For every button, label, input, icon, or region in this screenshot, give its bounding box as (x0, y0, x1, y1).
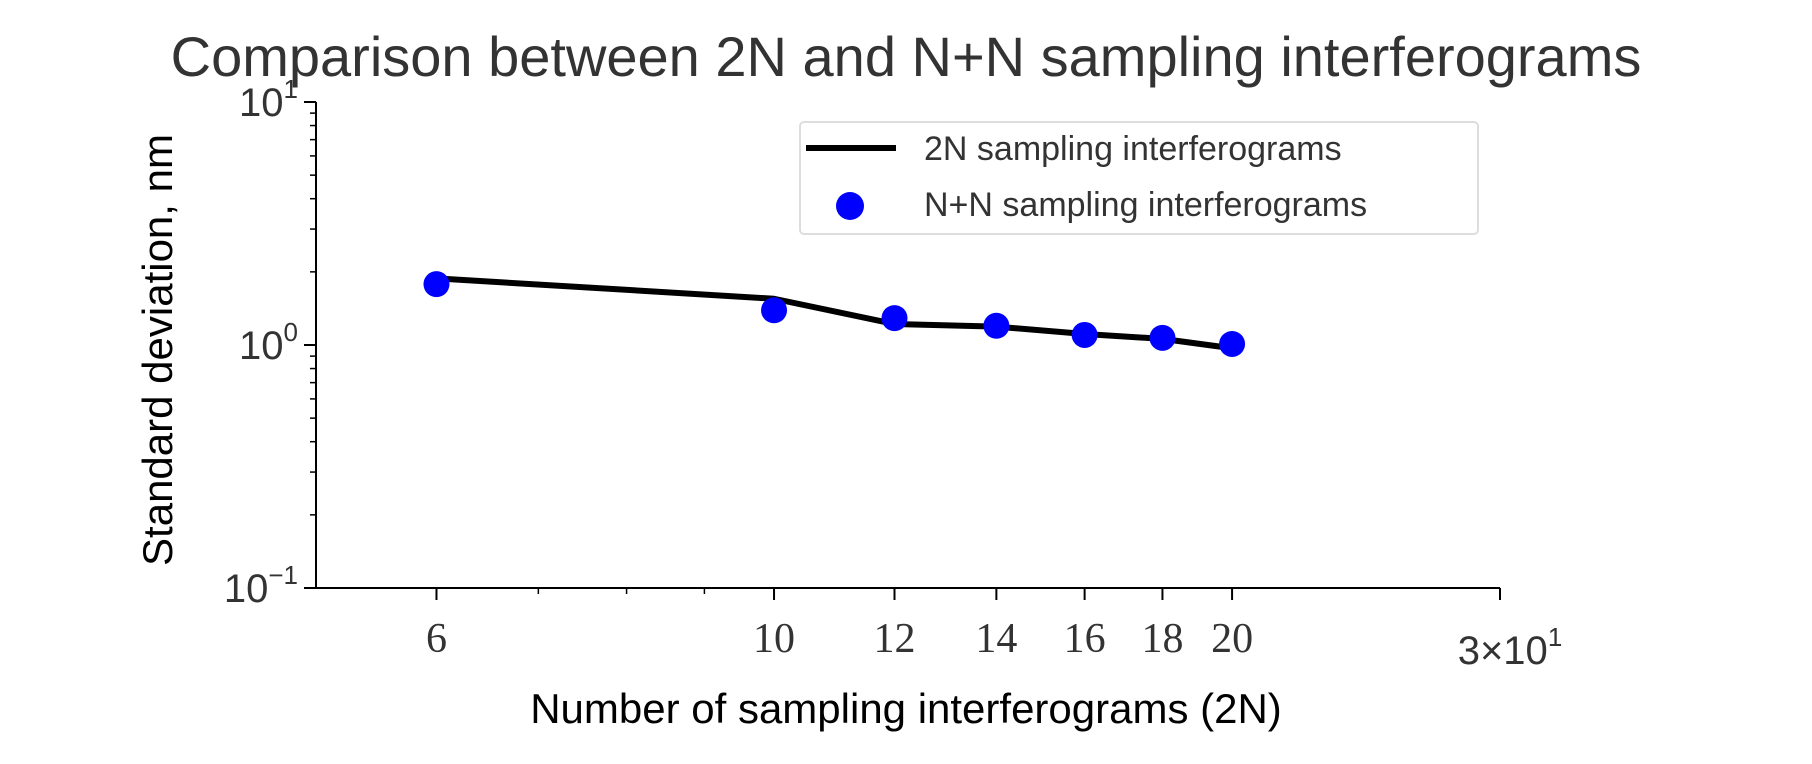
chart-title: Comparison between 2N and N+N sampling i… (171, 25, 1642, 88)
series-nn-point (983, 312, 1010, 339)
series-nn-points (423, 271, 1246, 357)
x-tick-label: 6 (426, 616, 447, 662)
y-tick-label: 10−1 (224, 560, 298, 611)
y-tick-label: 101 (239, 74, 298, 125)
series-nn-point (1219, 330, 1246, 357)
y-ticks: 101 100 10−1 (224, 74, 316, 611)
x-minor-ticks (537, 588, 706, 594)
legend-label-2n: 2N sampling interferograms (924, 130, 1342, 168)
series-nn-point (881, 305, 908, 332)
x-tick-label: 10 (753, 616, 795, 662)
series-nn-point (761, 297, 788, 324)
x-tick-label: 18 (1141, 616, 1183, 662)
y-axis-label: Standard deviation, nm (134, 134, 181, 566)
x-tick-label: 14 (975, 616, 1017, 662)
y-minor-ticks (310, 112, 316, 516)
x-tick-label-sci: 3×101 (1458, 622, 1563, 673)
y-tick-label: 100 (239, 317, 298, 368)
series-nn-point (1071, 321, 1098, 348)
x-ticks: 6 10 12 14 16 18 20 3×101 (426, 588, 1562, 673)
legend-label-nn: N+N sampling interferograms (924, 186, 1367, 224)
x-tick-label: 12 (874, 616, 916, 662)
legend-dot-swatch (836, 192, 864, 220)
legend: 2N sampling interferograms N+N sampling … (799, 121, 1479, 235)
series-nn-point (423, 271, 450, 298)
series-nn-point (1149, 324, 1176, 351)
legend-box (799, 121, 1479, 235)
x-tick-label: 16 (1064, 616, 1106, 662)
x-axis-label: Number of sampling interferograms (2N) (530, 685, 1282, 732)
x-tick-label: 20 (1211, 616, 1253, 662)
series-2n-line (436, 275, 1233, 352)
